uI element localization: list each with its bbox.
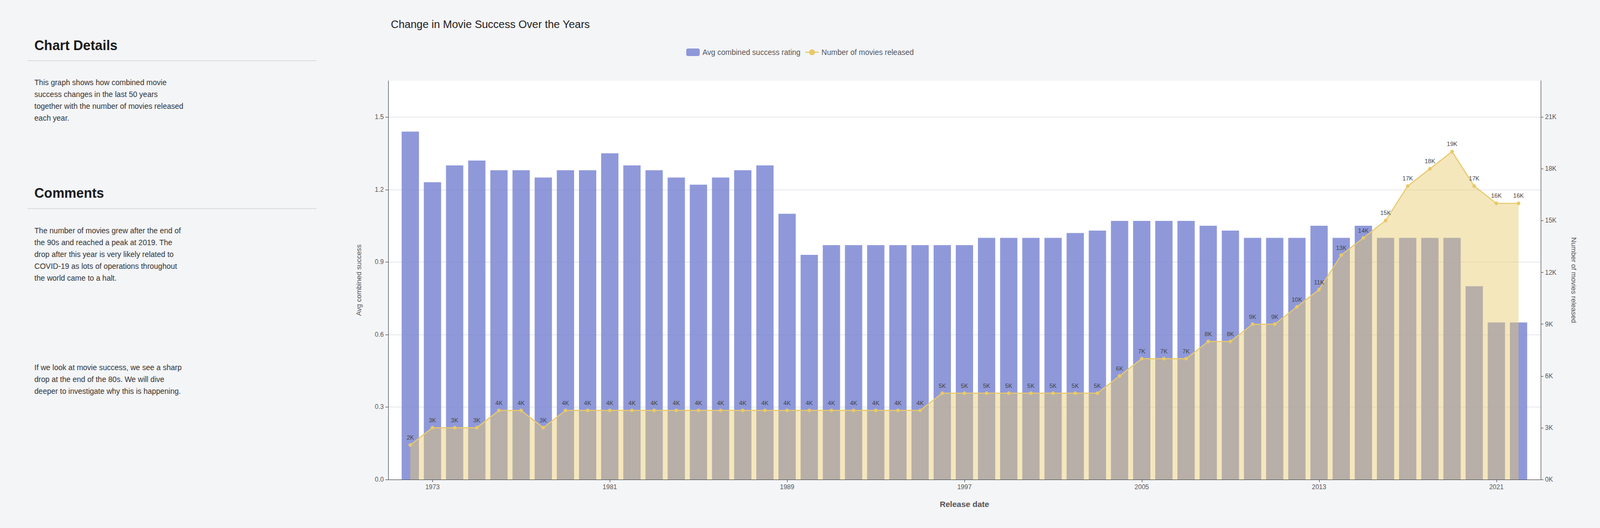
svg-text:Number of movies released: Number of movies released	[1569, 237, 1578, 324]
svg-text:2005: 2005	[1134, 483, 1150, 492]
svg-text:17K: 17K	[1402, 175, 1414, 182]
svg-text:15K: 15K	[1545, 216, 1557, 225]
svg-text:21K: 21K	[1545, 113, 1557, 121]
svg-text:If we look at movie success, w: If we look at movie success, we see a sh…	[34, 363, 182, 372]
svg-text:4K: 4K	[716, 400, 725, 407]
svg-text:1989: 1989	[780, 483, 795, 492]
svg-text:17K: 17K	[1469, 175, 1480, 182]
svg-text:4K: 4K	[761, 400, 769, 407]
svg-text:the 90s and reached a peak at: the 90s and reached a peak at 2019. The	[34, 238, 173, 247]
svg-text:16K: 16K	[1513, 192, 1524, 199]
svg-text:The number of movies grew afte: The number of movies grew after the end …	[34, 226, 182, 236]
svg-text:7K: 7K	[1160, 348, 1168, 355]
svg-text:4K: 4K	[694, 400, 703, 407]
svg-text:10K: 10K	[1291, 296, 1303, 303]
svg-text:success changes in the last 50: success changes in the last 50 years	[34, 90, 158, 99]
svg-text:11K: 11K	[1313, 279, 1324, 286]
svg-text:drop at the end of the 80s. We: drop at the end of the 80s. We will dive	[34, 375, 165, 384]
svg-text:18K: 18K	[1424, 157, 1436, 165]
svg-text:4K: 4K	[672, 400, 681, 407]
svg-text:4K: 4K	[605, 400, 614, 407]
svg-text:deeper to investigate why this: deeper to investigate why this is happen…	[34, 387, 182, 396]
svg-text:1997: 1997	[957, 483, 972, 492]
svg-text:Comments: Comments	[34, 185, 105, 201]
svg-text:Change in Movie Success Over t: Change in Movie Success Over the Years	[390, 18, 590, 31]
svg-text:This graph shows how combined: This graph shows how combined movie	[34, 78, 167, 87]
svg-text:5K: 5K	[1049, 382, 1058, 390]
svg-text:2K: 2K	[406, 434, 415, 441]
svg-text:4K: 4K	[894, 400, 902, 407]
svg-text:12K: 12K	[1545, 269, 1557, 277]
svg-text:8K: 8K	[1226, 330, 1235, 338]
svg-text:1973: 1973	[425, 483, 440, 492]
svg-text:5K: 5K	[938, 382, 947, 390]
svg-text:14K: 14K	[1357, 227, 1369, 234]
svg-text:13K: 13K	[1335, 244, 1347, 252]
svg-text:4K: 4K	[628, 400, 637, 407]
svg-text:18K: 18K	[1545, 164, 1557, 173]
svg-text:Avg combined success rating: Avg combined success rating	[702, 47, 801, 57]
svg-text:Number of movies released: Number of movies released	[821, 47, 914, 57]
svg-text:together with the number of mo: together with the number of movies relea…	[34, 101, 184, 111]
svg-text:7K: 7K	[1138, 348, 1146, 355]
svg-text:3K: 3K	[1545, 424, 1554, 432]
svg-text:4K: 4K	[495, 400, 503, 407]
svg-text:4K: 4K	[850, 400, 858, 407]
svg-text:4K: 4K	[805, 400, 813, 407]
svg-text:COVID-19 as lots of operations: COVID-19 as lots of operations throughou…	[34, 261, 178, 271]
svg-text:19K: 19K	[1446, 140, 1458, 148]
svg-text:4K: 4K	[517, 400, 526, 407]
svg-text:4K: 4K	[739, 400, 747, 407]
svg-text:4K: 4K	[828, 400, 836, 407]
svg-text:3K: 3K	[428, 417, 437, 424]
svg-text:1.5: 1.5	[374, 113, 384, 121]
svg-text:9K: 9K	[1271, 313, 1279, 321]
svg-text:5K: 5K	[1004, 382, 1013, 390]
svg-text:Avg combined success: Avg combined success	[354, 244, 363, 316]
svg-text:Release date: Release date	[939, 499, 990, 509]
svg-text:4K: 4K	[872, 400, 880, 407]
svg-text:the world came to a halt.: the world came to a halt.	[34, 273, 117, 283]
svg-text:0.6: 0.6	[374, 330, 384, 339]
svg-text:4K: 4K	[650, 400, 659, 407]
svg-text:16K: 16K	[1491, 192, 1502, 199]
svg-text:1981: 1981	[602, 483, 618, 492]
svg-text:6K: 6K	[1115, 365, 1124, 372]
svg-text:15K: 15K	[1380, 209, 1391, 217]
svg-text:7K: 7K	[1182, 348, 1190, 355]
svg-text:0.3: 0.3	[374, 403, 384, 411]
svg-text:9K: 9K	[1545, 320, 1554, 329]
svg-text:0K: 0K	[1545, 476, 1554, 484]
svg-text:5K: 5K	[982, 382, 991, 390]
svg-text:4K: 4K	[783, 400, 791, 407]
svg-text:3K: 3K	[539, 417, 548, 424]
svg-text:2021: 2021	[1488, 483, 1504, 492]
svg-text:5K: 5K	[960, 382, 969, 390]
svg-text:4K: 4K	[916, 400, 924, 407]
svg-text:Chart Details: Chart Details	[34, 37, 118, 53]
svg-text:3K: 3K	[473, 417, 481, 424]
svg-text:3K: 3K	[451, 417, 459, 424]
svg-text:drop after this year is very l: drop after this year is very likely rela…	[34, 250, 175, 259]
svg-text:9K: 9K	[1249, 313, 1257, 321]
svg-text:8K: 8K	[1204, 330, 1213, 338]
svg-text:2013: 2013	[1311, 483, 1327, 492]
svg-text:4K: 4K	[561, 400, 570, 407]
svg-text:each year.: each year.	[34, 113, 70, 123]
svg-text:0.0: 0.0	[374, 476, 384, 484]
svg-text:0.9: 0.9	[374, 258, 384, 266]
svg-text:5K: 5K	[1071, 382, 1080, 390]
svg-text:5K: 5K	[1093, 382, 1102, 390]
svg-text:5K: 5K	[1027, 382, 1036, 390]
svg-text:1.2: 1.2	[374, 185, 384, 194]
svg-text:6K: 6K	[1545, 372, 1554, 381]
svg-text:4K: 4K	[583, 400, 592, 407]
